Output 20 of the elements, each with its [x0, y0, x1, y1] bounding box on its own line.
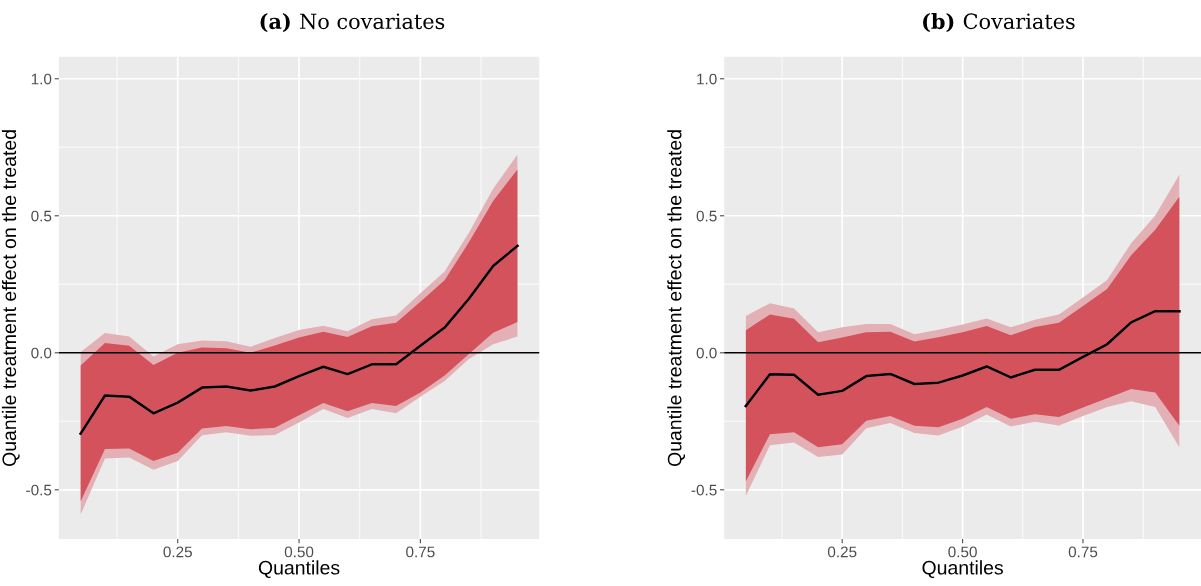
y-axis-title: Quantile treatment effect on the treated	[667, 130, 686, 467]
x-axis-title: Quantiles	[258, 560, 340, 579]
x-tick-label: 0.50	[284, 546, 314, 558]
x-tick-label: 0.75	[1068, 546, 1098, 558]
y-axis-title: Quantile treatment effect on the treated	[1, 130, 20, 467]
y-tick-label: -0.5	[26, 484, 52, 496]
y-tick-label: 0.5	[696, 210, 717, 222]
y-tick-label: 1.0	[697, 73, 717, 85]
x-tick-label: 0.75	[406, 546, 435, 558]
x-tick-label: 0.25	[827, 546, 857, 558]
chart-title: (a) No covariates	[260, 13, 445, 33]
y-tick-label: 0.0	[696, 347, 717, 359]
chart-title: (b) Covariates	[923, 13, 1075, 33]
y-tick-label: 1.0	[31, 73, 52, 85]
x-axis-title: Quantiles	[922, 560, 1003, 579]
x-tick-label: 0.50	[948, 546, 977, 558]
y-tick-label: 0.5	[31, 210, 52, 222]
y-tick-label: -0.5	[691, 484, 717, 496]
x-tick-label: 0.25	[163, 546, 192, 558]
y-tick-label: 0.0	[31, 347, 52, 359]
